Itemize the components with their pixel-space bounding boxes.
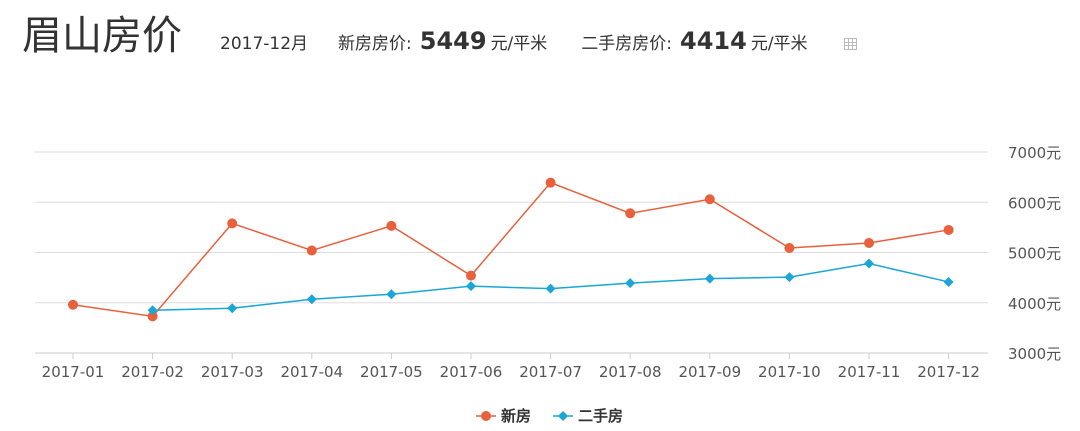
y-tick-label: 4000元 [1008,295,1061,313]
new-house-point [227,218,238,229]
second-hand-point [147,305,158,316]
new-house-series-line [72,181,949,318]
second-hand-point [386,289,397,300]
legend-label-new-house: 新房 [501,407,531,425]
second-hand-point [784,272,795,283]
page-title: 眉山房价 [22,13,182,59]
x-tick-label: 2017-09 [678,363,741,381]
x-tick-label: 2017-11 [838,363,901,381]
second-hand-point [704,273,715,284]
y-tick-label: 7000元 [1008,144,1061,162]
y-tick-label: 5000元 [1008,245,1061,263]
table-icon[interactable] [843,38,857,50]
new-house-price-unit: 元/平米 [490,34,548,54]
legend-marker-second-hand [558,411,568,421]
new-house-point [68,299,78,310]
x-tick-label: 2017-08 [599,363,662,381]
new-house-point [943,224,954,235]
x-tick-label: 2017-06 [440,363,503,381]
x-tick-label: 2017-05 [360,363,423,381]
legend-label-second-hand: 二手房 [578,407,623,425]
new-house-point [864,237,874,248]
new-house-price-label: 新房房价: [338,34,412,54]
second-hand-point [864,258,874,269]
second-hand-point [625,278,636,289]
x-tick-label: 2017-03 [201,363,264,381]
second-hand-price-label: 二手房房价: [581,34,673,54]
new-house-point [386,220,397,231]
second-hand-point [545,283,556,294]
new-house-point [784,242,795,253]
new-house-point [704,194,715,205]
second-hand-point [466,281,476,292]
second-hand-point [943,276,954,287]
x-tick-label: 2017-12 [917,363,980,381]
second-hand-point [306,294,317,305]
x-tick-label: 2017-01 [42,363,105,381]
new-house-point [306,245,317,256]
x-tick-label: 2017-02 [121,363,184,381]
second-hand-point [227,303,238,314]
new-house-point [625,208,636,219]
second-hand-price-unit: 元/平米 [750,34,808,54]
x-tick-label: 2017-07 [519,363,582,381]
x-tick-label: 2017-10 [758,363,821,381]
x-tick-label: 2017-04 [280,363,343,381]
new-house-point [466,270,476,281]
price-header: 眉山房价 2017-12月 新房房价: 5449 元/平米 二手房房价: 441… [22,8,857,68]
legend-marker-new-house [481,411,491,421]
y-tick-label: 3000元 [1008,345,1061,363]
y-tick-label: 6000元 [1008,194,1061,212]
new-house-point [147,311,158,322]
second-hand-price-value: 4414 [680,27,747,55]
period-label: 2017-12月 [220,34,309,54]
new-house-point [545,177,556,188]
new-house-price-value: 5449 [419,27,487,55]
